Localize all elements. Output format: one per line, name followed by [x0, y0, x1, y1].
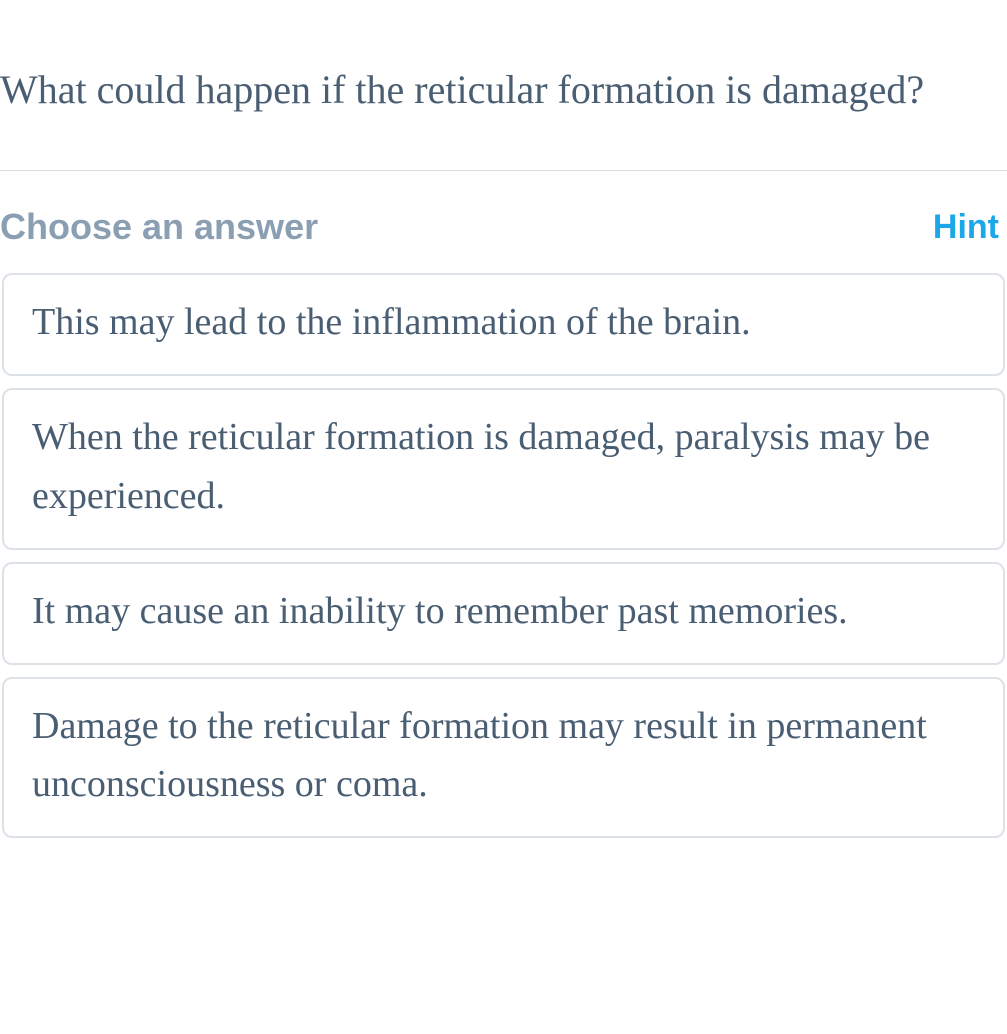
answer-option[interactable]: It may cause an inability to remember pa… [2, 562, 1005, 665]
answer-option[interactable]: This may lead to the inflammation of the… [2, 273, 1005, 376]
answer-option-text: Damage to the reticular formation may re… [32, 705, 927, 806]
choose-answer-label: Choose an answer [0, 206, 318, 248]
options-container: This may lead to the inflammation of the… [0, 273, 1007, 838]
answer-option-text: When the reticular formation is damaged,… [32, 416, 930, 517]
hint-button[interactable]: Hint [933, 208, 1007, 247]
answer-option-text: It may cause an inability to remember pa… [32, 590, 848, 632]
answer-option-text: This may lead to the inflammation of the… [32, 301, 751, 343]
question-text: What could happen if the reticular forma… [0, 60, 1007, 120]
answer-option[interactable]: Damage to the reticular formation may re… [2, 677, 1005, 839]
choose-header-row: Choose an answer Hint [0, 171, 1007, 273]
answer-option[interactable]: When the reticular formation is damaged,… [2, 388, 1005, 550]
question-section: What could happen if the reticular forma… [0, 0, 1007, 170]
